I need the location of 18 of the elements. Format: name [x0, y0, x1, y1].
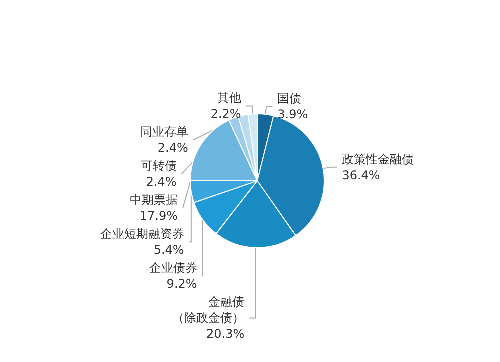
- data-label: 2.4%: [158, 141, 188, 156]
- data-label: 20.3%: [206, 327, 245, 342]
- slice-label: 政策性金融债: [342, 152, 414, 166]
- data-label: 17.9%: [140, 209, 178, 224]
- data-label: 3.9%: [278, 108, 308, 122]
- data-label: 2.2%: [210, 107, 242, 122]
- data-label: 2.4%: [146, 175, 177, 190]
- slice-label: 可转债: [140, 159, 177, 174]
- slice-label: 企业债券: [149, 261, 198, 276]
- slice-label: 其他: [217, 91, 242, 106]
- slice-label: 企业短期融资券: [100, 227, 184, 242]
- slice-label: 金融债（除政金债）: [172, 295, 245, 326]
- data-label: 36.4%: [342, 168, 380, 182]
- slice-label: 中期票据: [130, 193, 178, 208]
- data-label: 9.2%: [166, 277, 198, 292]
- slice-label: 同业存单: [140, 125, 188, 140]
- data-label: 5.4%: [154, 243, 184, 258]
- slice-label: 国债: [278, 92, 302, 106]
